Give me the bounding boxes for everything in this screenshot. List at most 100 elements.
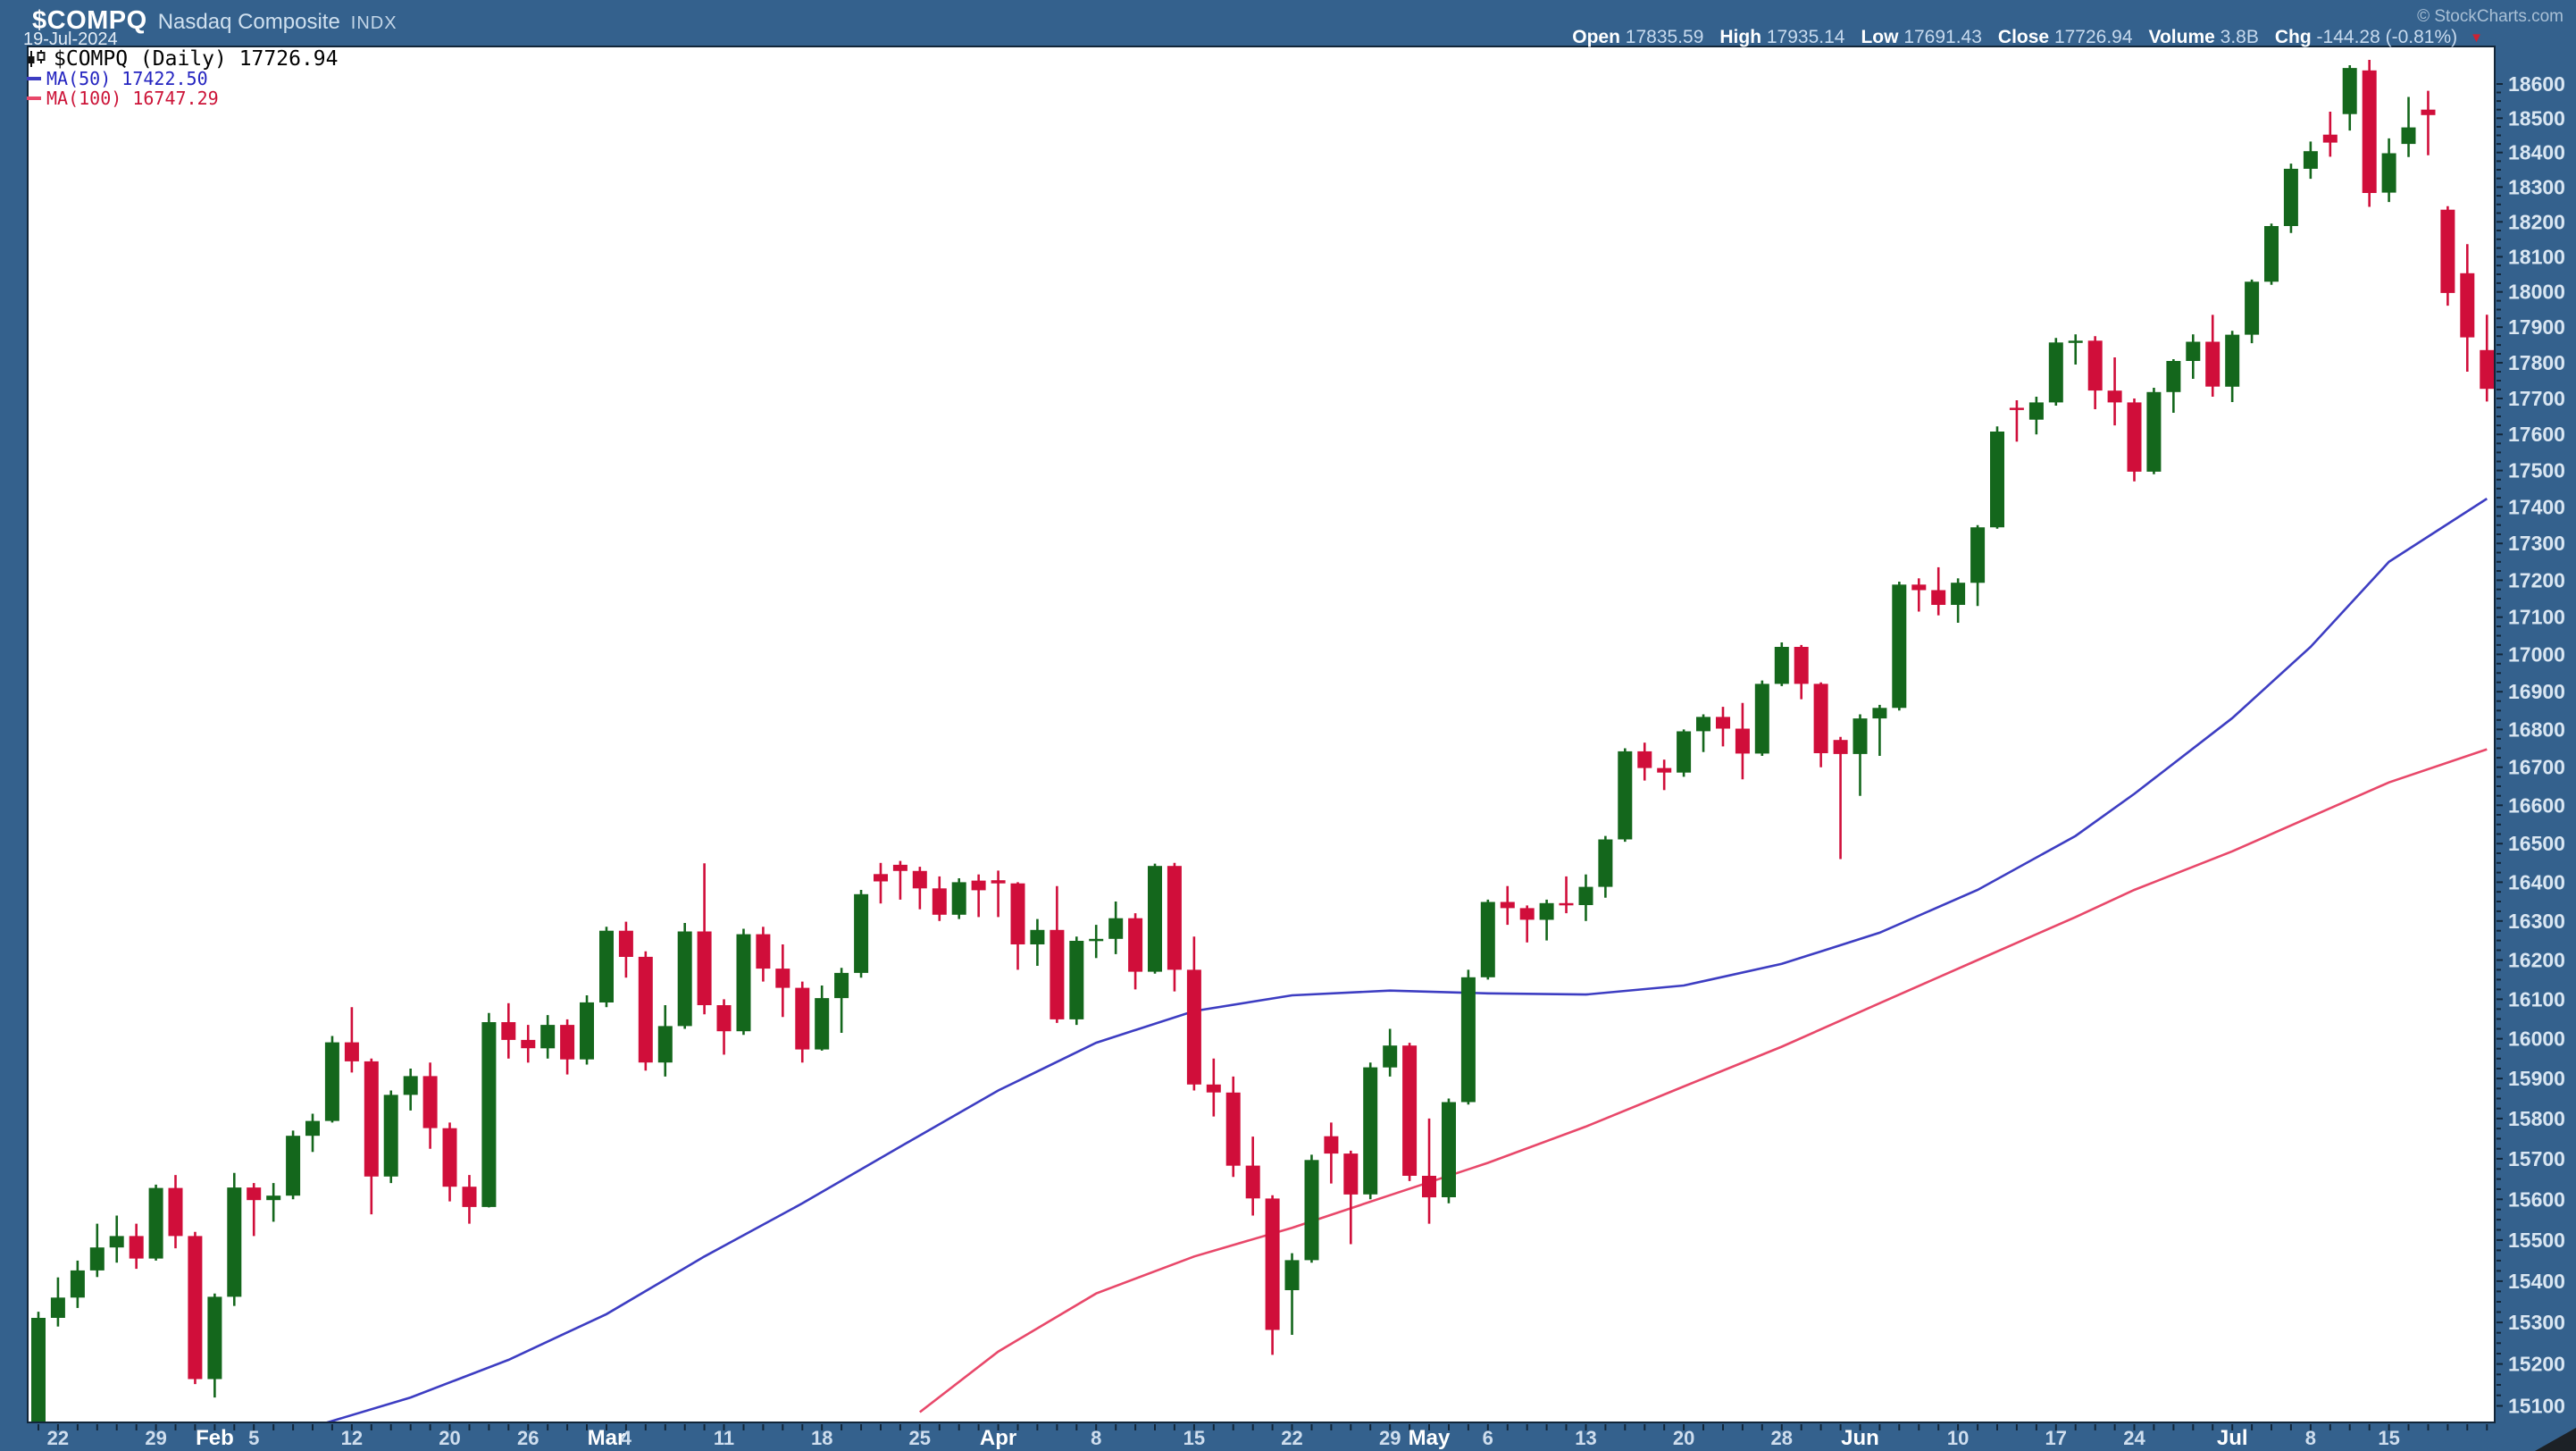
y-axis-label: 17600 <box>2508 423 2565 446</box>
candle <box>1754 680 1769 756</box>
candle <box>286 1130 301 1200</box>
x-axis-label: 22 <box>47 1427 69 1449</box>
candle <box>2107 357 2122 426</box>
candle <box>1186 936 1201 1091</box>
candle <box>1618 748 1633 843</box>
candle <box>501 1002 516 1059</box>
candle <box>1167 862 1182 992</box>
y-axis-label: 16300 <box>2508 910 2565 933</box>
candle <box>540 1015 556 1059</box>
candle <box>951 878 966 919</box>
candle <box>677 923 692 1029</box>
y-axis-label: 15700 <box>2508 1147 2565 1170</box>
y-axis-label: 15600 <box>2508 1187 2565 1211</box>
y-axis-label: 18000 <box>2508 281 2565 304</box>
candle <box>2460 244 2475 372</box>
candle <box>1716 707 1730 747</box>
candle <box>1245 1136 1260 1216</box>
candle <box>1813 682 1828 767</box>
x-axis-label: 15 <box>1183 1427 1205 1449</box>
legend-ma100: MA(100) 16747.29 <box>46 88 219 109</box>
y-axis-label: 16600 <box>2508 793 2565 817</box>
y-axis-label: 17100 <box>2508 606 2565 629</box>
candle <box>1343 1150 1359 1245</box>
candle <box>2322 112 2338 157</box>
candle <box>1030 918 1045 966</box>
x-axis-label: Feb <box>196 1426 234 1450</box>
candle <box>1696 714 1710 752</box>
ma50-line <box>326 498 2488 1422</box>
candle <box>991 870 1006 918</box>
candle <box>1892 582 1907 711</box>
candle <box>716 999 732 1055</box>
candle <box>70 1260 85 1308</box>
candle <box>1324 1122 1339 1184</box>
ma50-swatch <box>27 77 41 80</box>
candle <box>618 921 633 978</box>
chart-date: 19-Jul-2024 <box>23 29 118 49</box>
candle <box>305 1113 320 1153</box>
candle <box>1422 1118 1436 1224</box>
x-axis-label: 22 <box>1281 1427 1302 1449</box>
candle <box>462 1175 477 1224</box>
x-axis-label: 24 <box>2123 1427 2145 1449</box>
candle <box>188 1231 203 1385</box>
y-axis-label: 16700 <box>2508 756 2565 779</box>
legend-ma50: MA(50) 17422.50 <box>46 68 208 89</box>
y-axis-label: 17900 <box>2508 315 2565 339</box>
candle <box>2186 334 2201 379</box>
candle <box>1990 426 2004 529</box>
legend-symbol: $COMPQ (Daily) 17726.94 <box>54 47 339 71</box>
candle <box>874 862 888 904</box>
x-axis-label: 10 <box>1947 1427 1969 1449</box>
x-axis-label: Apr <box>980 1426 1016 1450</box>
candles-layer <box>31 60 2494 1422</box>
y-axis-label: 18400 <box>2508 141 2565 164</box>
copyright-text: © StockCharts.com <box>2417 7 2563 26</box>
y-axis-label: 15900 <box>2508 1067 2565 1090</box>
x-axis-label: 12 <box>341 1427 363 1449</box>
candle <box>657 1005 673 1077</box>
candle <box>580 995 594 1065</box>
symbol-name: Nasdaq Composite <box>157 10 340 34</box>
candle <box>1911 578 1927 612</box>
candle <box>932 876 947 921</box>
candle <box>1774 642 1789 686</box>
candle <box>2009 400 2024 442</box>
resize-corner-icon[interactable] <box>2535 1428 2576 1451</box>
chg-dropdown-icon[interactable]: ▼ <box>2470 29 2483 46</box>
y-axis-label: 18600 <box>2508 72 2565 96</box>
y-axis-label: 15200 <box>2508 1353 2565 1376</box>
candle <box>207 1293 222 1398</box>
candle <box>1657 759 1672 791</box>
candle <box>2421 90 2436 155</box>
x-axis-label: 26 <box>517 1427 539 1449</box>
candle <box>1225 1076 1241 1178</box>
y-axis-label: 16100 <box>2508 987 2565 1011</box>
candle <box>1735 702 1750 780</box>
y-axis-label: 18500 <box>2508 106 2565 130</box>
candle <box>266 1183 281 1222</box>
y-axis: 15100 15200 15300 15400 15500 15600 15700 15800… <box>2497 72 2565 1417</box>
y-axis-label: 17500 <box>2508 459 2565 482</box>
candle <box>1284 1253 1300 1335</box>
candle <box>1637 742 1652 781</box>
y-axis-label: 16200 <box>2508 948 2565 971</box>
candle <box>364 1058 379 1215</box>
symbol-exchange: INDX <box>350 13 397 33</box>
candle <box>2480 315 2494 402</box>
candle <box>1539 899 1554 941</box>
candle <box>109 1215 124 1263</box>
candle <box>1148 863 1162 974</box>
x-axis-label: 17 <box>2045 1427 2067 1449</box>
candle <box>2028 397 2044 435</box>
y-axis-label: 17800 <box>2508 351 2565 374</box>
x-axis-label: 13 <box>1575 1427 1596 1449</box>
plot-area <box>27 46 2496 1423</box>
volume-value: 3.8B <box>2220 27 2259 47</box>
y-axis-label: 18300 <box>2508 175 2565 198</box>
x-axis-label: Mar <box>588 1426 626 1450</box>
candle <box>756 927 771 982</box>
candle <box>892 860 907 900</box>
